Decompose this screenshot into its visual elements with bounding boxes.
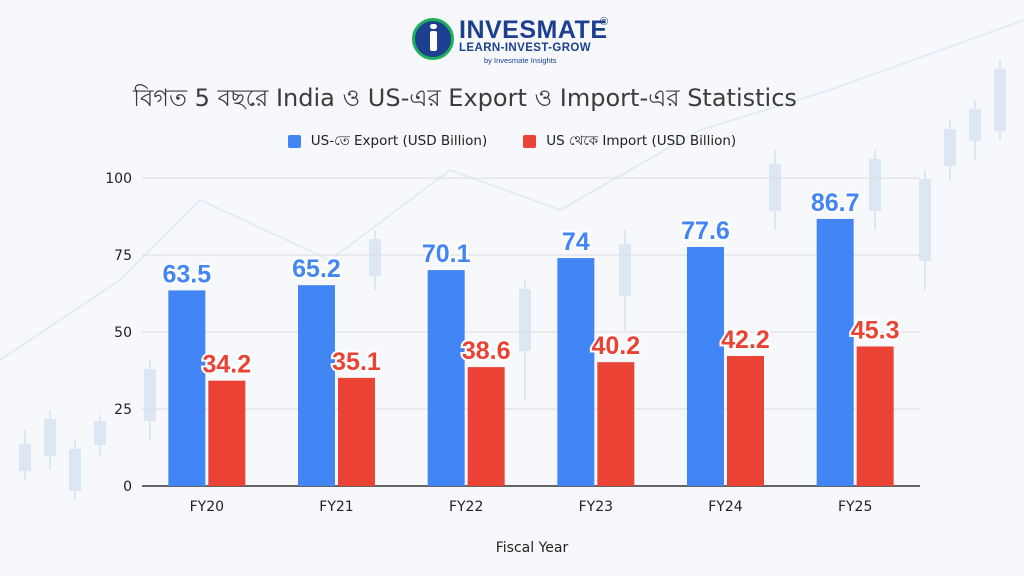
bar-import: [338, 377, 375, 486]
legend-item-import: US থেকে Import (USD Billion): [523, 130, 736, 153]
data-label-import: 40.2: [591, 332, 640, 360]
bar-import: [208, 380, 246, 486]
bar-export: [816, 218, 854, 487]
y-tick-label: 25: [114, 402, 132, 418]
chart-title: বিগত 5 বছরে India ও US-এর Export ও Impor…: [133, 84, 797, 112]
data-label-import: 45.3: [851, 316, 900, 344]
x-tick-label: FY20: [190, 499, 224, 515]
legend-item-export: US-তে Export (USD Billion): [287, 130, 488, 153]
x-axis-label: Fiscal Year: [495, 540, 569, 556]
bar-import: [727, 356, 764, 486]
bar-import: [856, 346, 894, 486]
data-label-export: 86.7: [811, 189, 860, 217]
data-label-export: 77.6: [681, 217, 730, 245]
data-label-export: 63.5: [162, 260, 211, 288]
data-label-export: 70.1: [422, 240, 471, 268]
chart-legend: US-তে Export (USD Billion) US থেকে Impor…: [0, 130, 1024, 153]
logo-registered-mark: ®: [600, 16, 609, 28]
bar-import: [467, 367, 505, 486]
logo-name: INVESMATE: [459, 16, 608, 44]
x-tick-label: FY25: [838, 499, 872, 515]
legend-label-export: US-তে Export (USD Billion): [310, 133, 488, 149]
y-tick-label: 50: [114, 325, 132, 341]
x-tick-label: FY23: [579, 499, 613, 515]
data-label-export: 74: [562, 228, 590, 256]
y-tick-label: 75: [114, 248, 132, 264]
logo-subtitle: by Invesmate Insights: [484, 56, 557, 65]
data-label-import: 38.6: [462, 337, 511, 365]
data-label-import: 34.2: [202, 351, 251, 379]
legend-swatch-export: [287, 135, 301, 148]
bar-export: [298, 285, 335, 486]
bar-import: [597, 362, 635, 486]
y-tick-label: 100: [105, 171, 132, 187]
data-label-import: 35.1: [332, 348, 381, 376]
x-tick-label: FY24: [708, 499, 743, 515]
data-label-export: 65.2: [292, 255, 341, 283]
bar-export: [687, 246, 724, 486]
bar-export: [427, 270, 465, 486]
logo-tagline: LEARN-INVEST-GROW: [459, 42, 592, 54]
legend-label-import: US থেকে Import (USD Billion): [546, 133, 737, 149]
legend-swatch-import: [523, 135, 537, 148]
data-label-import: 42.2: [721, 326, 770, 354]
x-tick-label: FY21: [319, 499, 353, 515]
logo-mark-icon: [412, 18, 454, 60]
y-tick-label: 0: [123, 479, 132, 495]
invesmate-logo: INVESMATE ® LEARN-INVEST-GROW by Invesma…: [412, 16, 622, 66]
bar-export: [557, 258, 595, 486]
bar-export: [168, 290, 206, 486]
x-tick-label: FY22: [449, 499, 483, 515]
